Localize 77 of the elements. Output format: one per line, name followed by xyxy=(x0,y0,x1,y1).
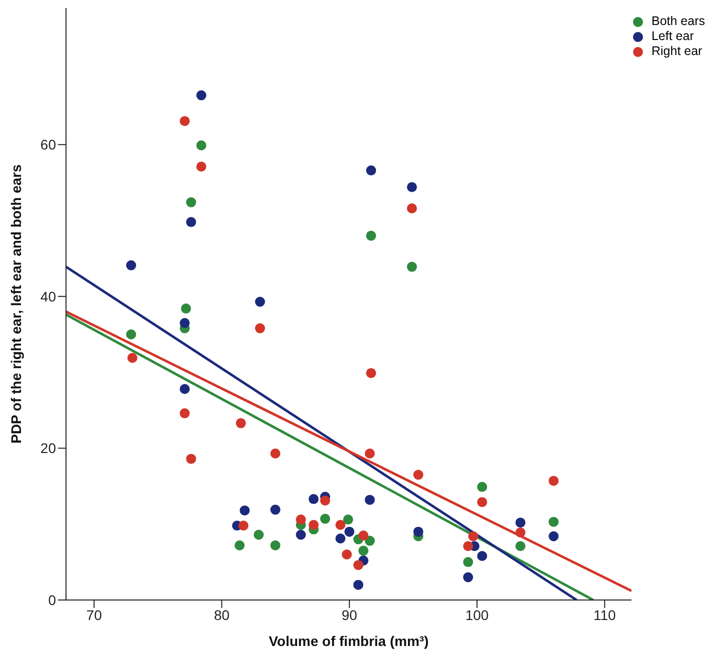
point xyxy=(406,203,417,214)
y-tick-label: 0 xyxy=(48,592,56,608)
point xyxy=(364,448,375,459)
point xyxy=(270,504,280,515)
point xyxy=(320,496,330,506)
point xyxy=(254,530,264,540)
point xyxy=(353,580,364,590)
point xyxy=(366,165,376,176)
x-tick-label: 80 xyxy=(214,606,230,623)
y-tick-label: 20 xyxy=(40,440,56,456)
x-tick-label: 100 xyxy=(465,606,489,623)
point xyxy=(406,182,417,192)
x-tick-label: 70 xyxy=(86,606,102,623)
point xyxy=(358,530,368,540)
point xyxy=(463,541,474,552)
point xyxy=(364,536,375,546)
point xyxy=(468,531,478,542)
point xyxy=(236,418,246,428)
point xyxy=(477,497,488,508)
point xyxy=(186,197,196,208)
point xyxy=(126,260,136,270)
point xyxy=(270,540,280,550)
point xyxy=(335,520,346,530)
point xyxy=(358,546,368,556)
point xyxy=(366,230,376,241)
point xyxy=(255,296,266,307)
x-axis-title: Volume of fimbria (mm³) xyxy=(268,633,429,649)
legend-label: Right ear xyxy=(651,44,702,59)
point xyxy=(366,368,376,378)
point xyxy=(413,526,424,537)
point xyxy=(344,526,354,537)
point xyxy=(126,329,136,340)
point xyxy=(296,514,306,525)
point xyxy=(180,384,190,394)
point xyxy=(353,560,364,570)
point xyxy=(255,323,266,334)
point xyxy=(270,448,280,459)
point xyxy=(406,262,417,272)
point xyxy=(343,514,354,525)
point xyxy=(296,530,306,540)
legend-label: Both ears xyxy=(651,14,705,29)
y-tick-label: 60 xyxy=(40,136,56,153)
point xyxy=(548,476,559,486)
point xyxy=(515,527,526,538)
point xyxy=(180,408,190,418)
point xyxy=(515,541,526,552)
point xyxy=(477,482,488,492)
point xyxy=(234,540,245,550)
point xyxy=(413,470,424,480)
point xyxy=(240,505,250,516)
point xyxy=(308,520,319,530)
point xyxy=(477,550,488,561)
point xyxy=(186,454,196,464)
y-tick-label: 40 xyxy=(40,288,56,304)
point xyxy=(515,518,526,528)
x-tick-label: 90 xyxy=(342,606,358,623)
point xyxy=(196,140,206,150)
point xyxy=(335,534,346,544)
point xyxy=(364,494,375,505)
point xyxy=(186,217,196,228)
point xyxy=(180,318,190,328)
legend-label: Left ear xyxy=(651,29,694,44)
point xyxy=(463,557,474,568)
point xyxy=(463,572,474,582)
point xyxy=(548,531,559,542)
point xyxy=(342,549,352,560)
point xyxy=(308,494,319,504)
y-axis-title: PDP of the right ear, left ear and both ears xyxy=(8,164,24,444)
point xyxy=(180,304,191,314)
point xyxy=(320,514,330,524)
point xyxy=(127,352,138,363)
point xyxy=(238,520,248,531)
point xyxy=(548,516,559,527)
point xyxy=(196,162,206,172)
point xyxy=(180,116,190,126)
point xyxy=(196,90,206,100)
x-tick-label: 110 xyxy=(594,606,616,623)
